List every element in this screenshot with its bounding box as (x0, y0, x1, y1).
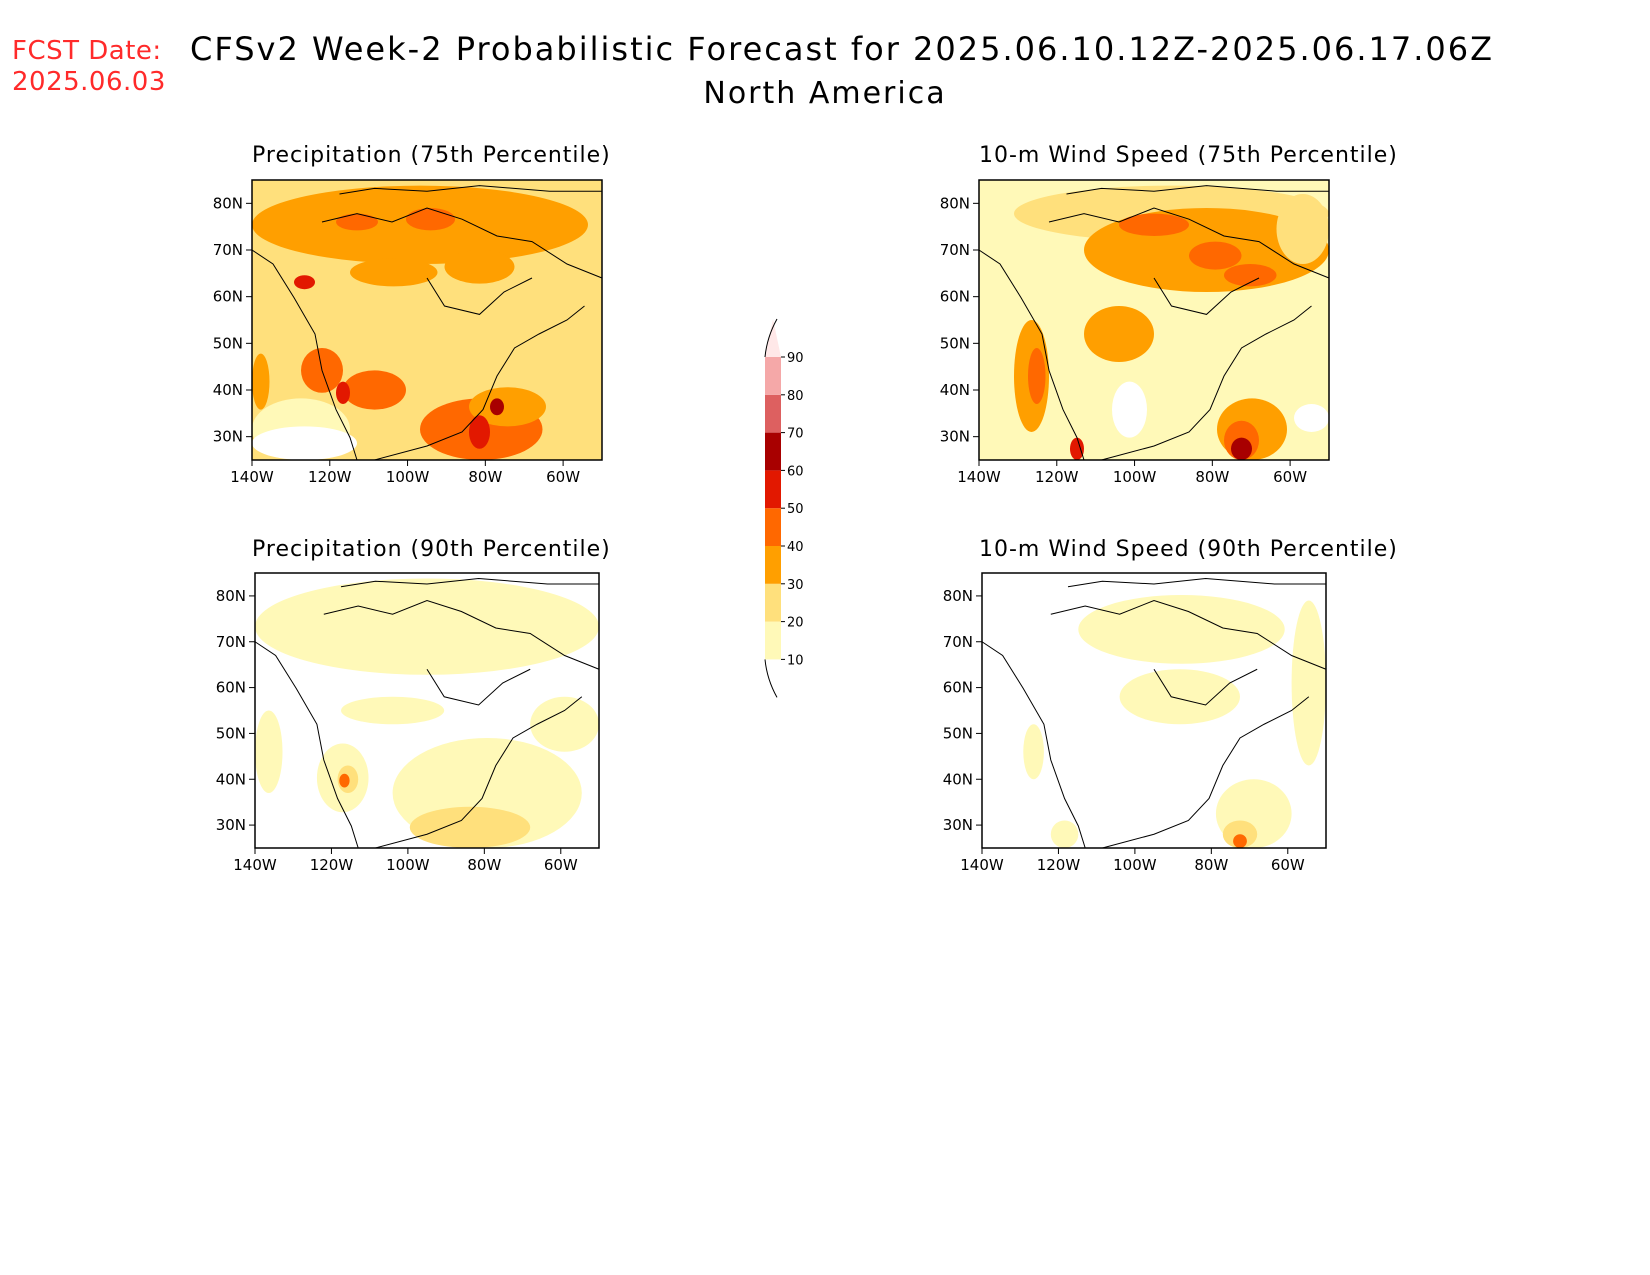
lon-tick-label: 140W (960, 856, 1004, 874)
lon-tick-label: 120W (1037, 856, 1081, 874)
lat-tick-label: 70N (216, 633, 246, 651)
lat-tick-label: 60N (940, 288, 970, 306)
coastline (251, 185, 603, 461)
fcst-date-value: 2025.06.03 (12, 67, 166, 97)
colorbar: 10 20 30 40 50 60 70 80 90 (764, 318, 804, 698)
colorbar-tick-label: 90 (787, 351, 804, 366)
lon-tick-label: 140W (957, 468, 1001, 486)
lon-tick-label: 120W (308, 468, 352, 486)
lon-tick-label: 60W (546, 468, 580, 486)
lon-tick-label: 100W (1113, 856, 1157, 874)
lon-tick-label: 140W (233, 856, 277, 874)
lat-tick-label: 50N (213, 334, 243, 352)
lat-tick-label: 80N (216, 587, 246, 605)
colorbar-top-edge (764, 318, 778, 358)
lat-tick-label: 40N (940, 381, 970, 399)
fcst-date-label: FCST Date: (12, 36, 162, 66)
panel-title-wind-90: 10-m Wind Speed (90th Percentile) (979, 537, 1398, 562)
probability-field (979, 180, 1329, 460)
lat-tick-label: 40N (943, 770, 973, 788)
colorbar-segment (765, 432, 781, 471)
map-frame (981, 572, 1327, 849)
colorbar-tick-label: 80 (787, 389, 804, 404)
fcst-date-block: FCST Date: 2025.06.03 (12, 36, 166, 98)
lat-tick-label: 80N (943, 587, 973, 605)
region-subtitle: North America (703, 76, 947, 111)
colorbar-segment (765, 583, 781, 622)
lon-tick-label: 80W (1195, 468, 1229, 486)
lon-tick-label: 120W (310, 856, 354, 874)
colorbar-tick-label: 50 (787, 502, 804, 517)
panel-title-wind-75: 10-m Wind Speed (75th Percentile) (979, 143, 1398, 168)
lon-tick-label: 100W (386, 856, 430, 874)
colorbar-tick-label: 60 (787, 464, 804, 479)
lon-tick-label: 120W (1035, 468, 1079, 486)
colorbar-segment (765, 508, 781, 546)
colorbar-tick-label: 30 (787, 578, 804, 593)
map-frame (254, 572, 600, 849)
colorbar-tick-label: 10 (787, 653, 804, 668)
map-wind-90: 140W 120W 100W 80W 60W 80N 70N 60N 50N 40N 30N (943, 572, 1327, 874)
panel-title-precip-90: Precipitation (90th Percentile) (252, 537, 611, 562)
map-precip-90: 140W 120W 100W 80W 60W 80N 70N 60N 50N 40N 30N (216, 572, 600, 874)
colorbar-segment (765, 621, 781, 660)
lon-tick-label: 140W (230, 468, 274, 486)
lat-tick-label: 80N (940, 194, 970, 212)
lon-tick-label: 80W (467, 856, 501, 874)
colorbar-top-cap (765, 319, 781, 357)
coastline (978, 185, 1330, 461)
colorbar-segment (765, 357, 781, 395)
page-title: CFSv2 Week-2 Probabilistic Forecast for … (190, 30, 1495, 68)
lon-tick-label: 80W (1194, 856, 1228, 874)
panel-title-precip-75: Precipitation (75th Percentile) (252, 143, 611, 168)
coastline (254, 577, 600, 849)
colorbar-tick-label: 20 (787, 616, 804, 631)
lat-tick-label: 50N (216, 724, 246, 742)
lat-tick-label: 40N (213, 381, 243, 399)
lat-tick-label: 50N (940, 334, 970, 352)
probability-field (252, 180, 602, 460)
lat-tick-label: 30N (216, 816, 246, 834)
lon-tick-label: 60W (1271, 856, 1305, 874)
lon-tick-label: 80W (468, 468, 502, 486)
colorbar-bottom-cap (764, 659, 778, 698)
colorbar-tick-label: 40 (787, 540, 804, 555)
map-frame (978, 179, 1330, 461)
colorbar-tick-label: 70 (787, 427, 804, 442)
lat-tick-label: 70N (943, 633, 973, 651)
probability-field (982, 573, 1326, 848)
lon-tick-label: 60W (1273, 468, 1307, 486)
lat-tick-label: 40N (216, 770, 246, 788)
colorbar-segment (765, 470, 781, 509)
lon-tick-label: 100W (1113, 468, 1157, 486)
lat-tick-label: 80N (213, 194, 243, 212)
lat-tick-label: 30N (940, 428, 970, 446)
map-wind-75: 140W 120W 100W 80W 60W 80N 70N 60N 50N 40N 30N (940, 179, 1330, 486)
coastline (981, 577, 1327, 849)
lon-tick-label: 60W (544, 856, 578, 874)
lat-tick-label: 30N (943, 816, 973, 834)
lon-tick-label: 100W (386, 468, 430, 486)
lat-tick-label: 50N (943, 724, 973, 742)
colorbar-segment (765, 546, 781, 584)
map-frame (251, 179, 603, 461)
lat-tick-label: 60N (943, 679, 973, 697)
lat-tick-label: 30N (213, 428, 243, 446)
colorbar-segment (765, 394, 781, 433)
map-precip-75: 140W 120W 100W 80W 60W 80N 70N 60N 50N 40N 30N (213, 179, 603, 486)
lat-tick-label: 70N (213, 241, 243, 259)
probability-field (255, 573, 599, 848)
lat-tick-label: 60N (213, 288, 243, 306)
lat-tick-label: 70N (940, 241, 970, 259)
lat-tick-label: 60N (216, 679, 246, 697)
